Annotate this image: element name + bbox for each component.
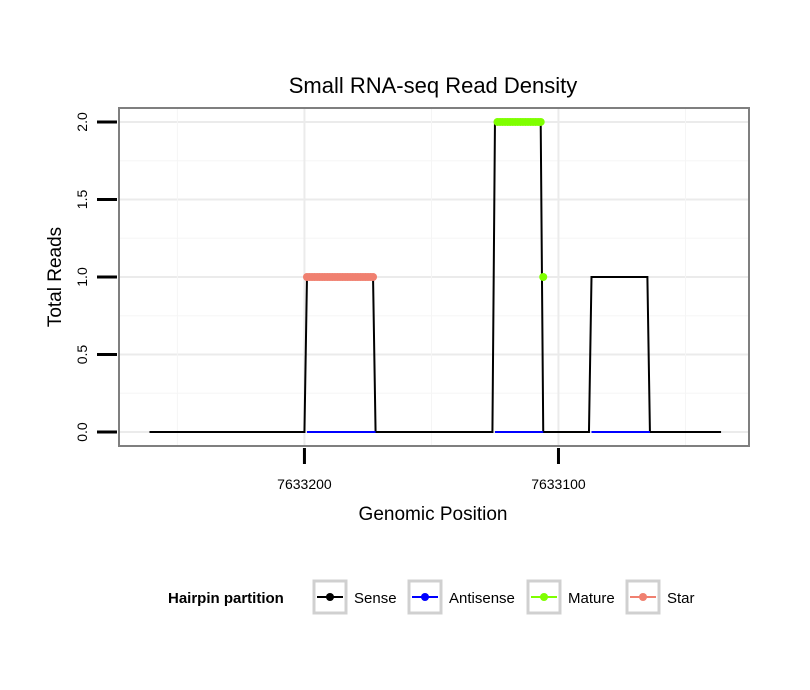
y-tick-label: 0.0: [74, 422, 90, 442]
legend: Hairpin partition Sense Antisense Mature St…: [168, 579, 695, 615]
y-tick-label: 2.0: [74, 112, 90, 132]
x-axis-label: Genomic Position: [359, 504, 508, 525]
legend-label: Sense: [354, 590, 397, 607]
data-point-mature: [536, 117, 545, 126]
legend-label: Antisense: [449, 590, 515, 607]
y-tick-label: 1.0: [74, 267, 90, 287]
y-tick-label: 0.5: [74, 345, 90, 365]
legend-key-point: [540, 593, 548, 601]
series-layer: [149, 117, 722, 434]
x-axis: 7633200 7633100: [277, 448, 586, 492]
panel-border: [118, 107, 750, 447]
legend-key-point: [326, 593, 334, 601]
legend-key-point: [421, 593, 429, 601]
legend-label: Mature: [568, 590, 615, 607]
x-tick-label: 7633100: [531, 476, 586, 492]
y-axis: 0.0 0.5 1.0 1.5 2.0: [74, 112, 117, 442]
data-point-star: [369, 273, 378, 281]
chart-title: Small RNA-seq Read Density: [289, 73, 578, 98]
legend-title: Hairpin partition: [168, 590, 284, 607]
legend-entry-mature: Mature: [526, 579, 615, 615]
x-tick-label: 7633200: [277, 476, 332, 492]
legend-entry-sense: Sense: [312, 579, 397, 615]
data-point-mature: [539, 273, 548, 281]
legend-entry-antisense: Antisense: [407, 579, 515, 615]
legend-label: Star: [667, 590, 695, 607]
legend-key-point: [639, 593, 647, 601]
legend-entry-star: Star: [625, 579, 695, 615]
grid-layer: [119, 108, 749, 446]
y-axis-label: Total Reads: [45, 227, 66, 327]
y-tick-label: 1.5: [74, 190, 90, 210]
legend-entries: Sense Antisense Mature Star: [312, 579, 695, 615]
